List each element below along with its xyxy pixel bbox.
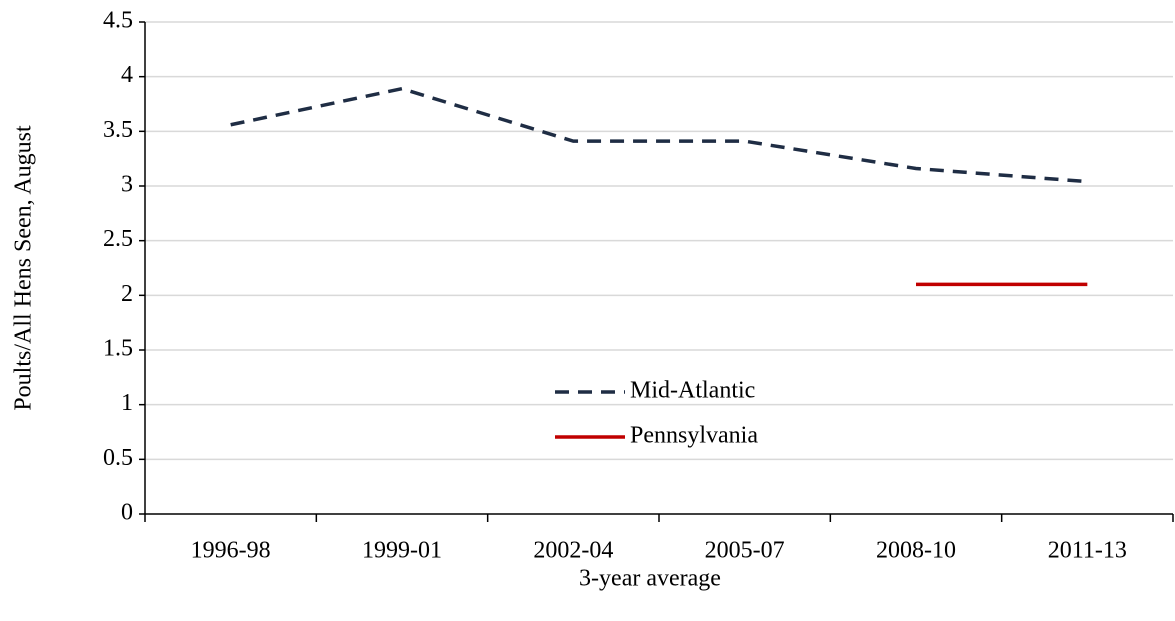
y-tick-label: 3 <box>121 172 133 198</box>
y-tick-label: 0.5 <box>103 445 133 471</box>
legend-label: Mid-Atlantic <box>630 378 755 404</box>
y-axis-label: Poults/All Hens Seen, August <box>11 125 37 411</box>
x-tick-label: 1999-01 <box>362 538 442 564</box>
y-tick-label: 2.5 <box>103 226 133 252</box>
y-tick-label: 0 <box>121 500 133 526</box>
y-tick-label: 4 <box>121 62 133 88</box>
y-tick-label: 3.5 <box>103 117 133 143</box>
x-tick-label: 2005-07 <box>705 538 785 564</box>
x-tick-label: 2008-10 <box>876 538 956 564</box>
y-tick-label: 1.5 <box>103 336 133 362</box>
y-tick-label: 2 <box>121 281 133 307</box>
x-tick-label: 2002-04 <box>533 538 613 564</box>
series-line <box>230 86 1088 184</box>
x-axis-label: 3-year average <box>579 566 721 592</box>
x-tick-label: 2011-13 <box>1048 538 1127 564</box>
x-tick-label: 1996-98 <box>191 538 271 564</box>
legend-label: Pennsylvania <box>630 423 758 449</box>
y-tick-label: 4.5 <box>103 8 133 34</box>
y-tick-label: 1 <box>121 390 133 416</box>
